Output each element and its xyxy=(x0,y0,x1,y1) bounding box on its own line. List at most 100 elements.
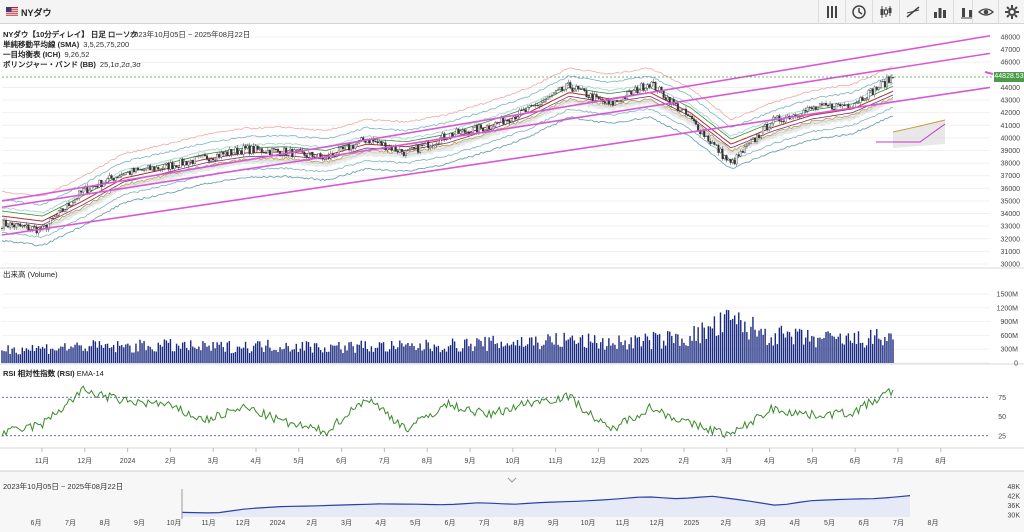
candlestick-button[interactable] xyxy=(872,0,898,24)
eye-button[interactable] xyxy=(972,0,998,24)
candle-body xyxy=(240,150,243,155)
volume-bar xyxy=(443,348,446,363)
volume-bar xyxy=(129,345,131,363)
volume-bar xyxy=(598,348,600,363)
volume-bar xyxy=(212,341,214,363)
candle-body xyxy=(23,224,26,227)
x-tick-label: 5月 xyxy=(293,457,304,465)
volume-bar xyxy=(135,343,137,363)
candle-body xyxy=(676,103,679,112)
candle-body xyxy=(869,88,872,91)
bars-button[interactable] xyxy=(818,0,844,24)
volume-bar xyxy=(84,348,86,363)
candle-body xyxy=(871,88,874,95)
volume-bar xyxy=(41,346,44,363)
candle-body xyxy=(7,225,10,228)
volume-bar xyxy=(876,329,878,363)
volume-bar xyxy=(563,332,565,363)
candle-body xyxy=(593,94,596,101)
ichimoku-span-a xyxy=(1,96,894,229)
volume-bar xyxy=(790,336,793,363)
settings-button[interactable] xyxy=(998,0,1024,24)
navigator-x-tick: 10月 xyxy=(167,519,182,527)
candle-body xyxy=(818,103,821,108)
candle-body xyxy=(427,140,430,149)
indicator-button[interactable] xyxy=(926,0,952,24)
volume-bar xyxy=(516,339,519,363)
volume-bar xyxy=(265,345,267,363)
clock-button[interactable] xyxy=(845,0,871,24)
candle-body xyxy=(707,135,710,142)
candle-body xyxy=(873,86,876,95)
price-tick-label: 48000 xyxy=(1001,35,1021,42)
volume-bar xyxy=(96,347,99,363)
volume-bar xyxy=(263,351,265,363)
candle-body xyxy=(187,161,190,166)
volume-bar xyxy=(277,352,279,363)
volume-bar xyxy=(798,328,801,363)
volume-bar xyxy=(581,335,584,363)
volume-bar xyxy=(813,336,815,363)
volume-bar xyxy=(451,338,454,363)
volume-bar xyxy=(13,347,15,363)
volume-bar xyxy=(549,336,551,363)
legend-date-range: 2023年10月05日 ~ 2025年08月22日 xyxy=(130,30,251,39)
candle-body xyxy=(360,137,363,141)
volume-bar xyxy=(194,347,196,363)
candle-body xyxy=(820,103,823,106)
volume-bar xyxy=(845,335,848,363)
volume-bar xyxy=(634,335,636,363)
volume-bar xyxy=(179,348,182,363)
candle-body xyxy=(756,134,759,142)
main-chart[interactable]: 4800047000460004500044000430004200041000… xyxy=(0,24,1024,532)
x-tick-label: 7月 xyxy=(893,457,904,465)
volume-bar xyxy=(336,345,338,363)
volume-bar xyxy=(155,351,157,363)
volume-bar xyxy=(285,342,287,363)
candle-body xyxy=(262,152,265,154)
candle-body xyxy=(112,178,115,181)
volume-bar xyxy=(334,345,336,363)
volume-bar xyxy=(693,326,695,363)
candle-body xyxy=(652,81,655,83)
volume-bar xyxy=(3,351,5,363)
candle-body xyxy=(486,125,489,130)
volume-bar xyxy=(618,335,620,363)
candle-body xyxy=(571,87,574,92)
candle-body xyxy=(297,149,300,151)
volume-bar xyxy=(760,328,762,363)
candle-body xyxy=(264,152,267,154)
volume-bar xyxy=(183,341,186,363)
volume-bar xyxy=(368,351,371,363)
candle-body xyxy=(33,226,36,228)
compare-button[interactable] xyxy=(953,0,979,24)
volume-bar xyxy=(250,351,253,363)
volume-bar xyxy=(731,318,734,363)
volume-bar xyxy=(681,338,683,363)
price-tick-label: 40000 xyxy=(1001,135,1021,142)
volume-bar xyxy=(786,331,789,363)
volume-bar xyxy=(543,344,545,363)
volume-bar xyxy=(350,341,352,363)
volume-bar xyxy=(112,344,115,363)
volume-bar xyxy=(565,340,567,363)
candle-body xyxy=(536,104,539,107)
candle-body xyxy=(116,177,119,179)
volume-bar xyxy=(482,346,484,363)
volume-bar xyxy=(161,346,164,363)
volume-bar xyxy=(756,336,758,363)
volume-bar xyxy=(492,335,494,363)
draw-line-button[interactable] xyxy=(899,0,925,24)
volume-bar xyxy=(474,346,476,363)
navigator-x-tick: 2月 xyxy=(721,519,732,527)
candle-body xyxy=(542,100,545,103)
x-tick-label: 11月 xyxy=(548,457,562,465)
candle-body xyxy=(295,149,298,151)
candle-body xyxy=(238,150,241,155)
volume-bar xyxy=(202,341,204,363)
candle-body xyxy=(695,120,698,125)
candle-body xyxy=(883,81,886,88)
volume-bar xyxy=(843,344,845,363)
volume-bar xyxy=(478,339,480,363)
candle-body xyxy=(169,162,172,170)
